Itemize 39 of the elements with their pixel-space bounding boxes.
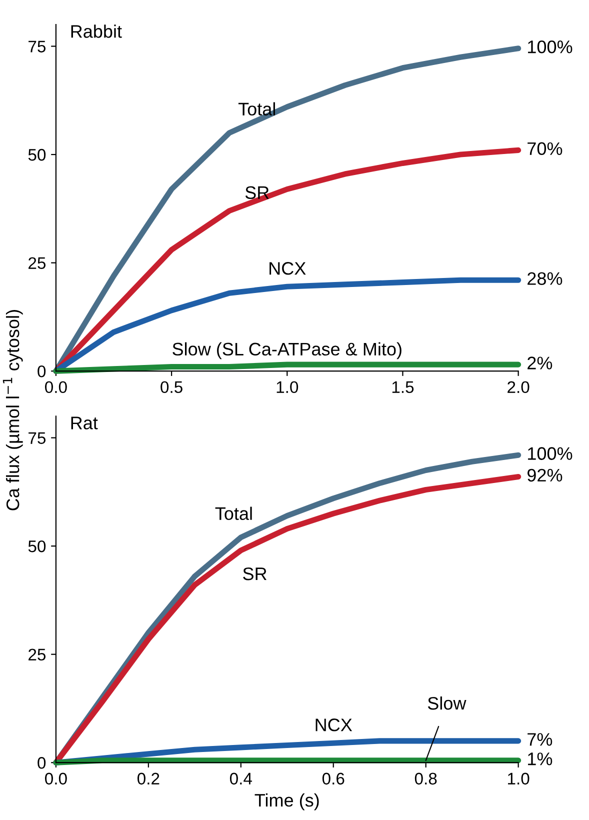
x-tick-label: 0.0	[45, 381, 67, 394]
y-tick-label: 25	[28, 648, 46, 661]
y-tick-label: 0	[38, 365, 46, 378]
text: 70%	[528, 142, 562, 156]
text: 2%	[528, 356, 552, 370]
x-tick-label: 0.0	[45, 772, 67, 785]
text: 100%	[528, 40, 572, 54]
x-tick-label: 0.6	[322, 772, 344, 785]
series-label: NCX	[270, 262, 306, 275]
y-tick-label: 75	[28, 432, 46, 444]
text: 1%	[528, 752, 552, 766]
y-tick-label: 50	[28, 540, 46, 552]
y-tick-label: 0	[38, 757, 46, 769]
series-label: Slow (SL Ca-ATPase & Mito)	[172, 342, 402, 360]
text: 92%	[528, 468, 562, 482]
chart-title: Rat	[71, 416, 98, 430]
x-tick-label: 2.0	[508, 381, 530, 394]
x-tick-label: 0.8	[414, 772, 437, 785]
x-tick-label: 0.5	[160, 381, 182, 394]
x-tick-label: 0.4	[230, 772, 252, 785]
x-tick-label: 1.0	[508, 772, 530, 785]
text: 7%	[528, 733, 552, 746]
series-label: Total	[238, 102, 275, 116]
series-label: NCX	[316, 718, 352, 732]
series-label: Total	[215, 506, 252, 520]
text: 100%	[528, 447, 572, 460]
chart-title: Rabbit	[71, 24, 122, 38]
x-tick-label: 1.5	[392, 381, 414, 394]
text: 28%	[528, 272, 562, 285]
y-tick-label: 75	[28, 40, 46, 52]
x-tick-label: 0.2	[137, 772, 160, 785]
series-label: SR	[245, 186, 269, 200]
y-tick-label: 25	[28, 257, 46, 270]
text: Slow	[428, 696, 466, 710]
x-axis-title: Time (s)	[254, 793, 319, 810]
series-label: SR	[243, 567, 266, 580]
y-axis-title: Ca flux (µmol l$^{−1}$ cytosol)	[2, 310, 23, 510]
x-tick-label: 1.0	[276, 381, 298, 394]
y-tick-label: 50	[28, 148, 46, 161]
